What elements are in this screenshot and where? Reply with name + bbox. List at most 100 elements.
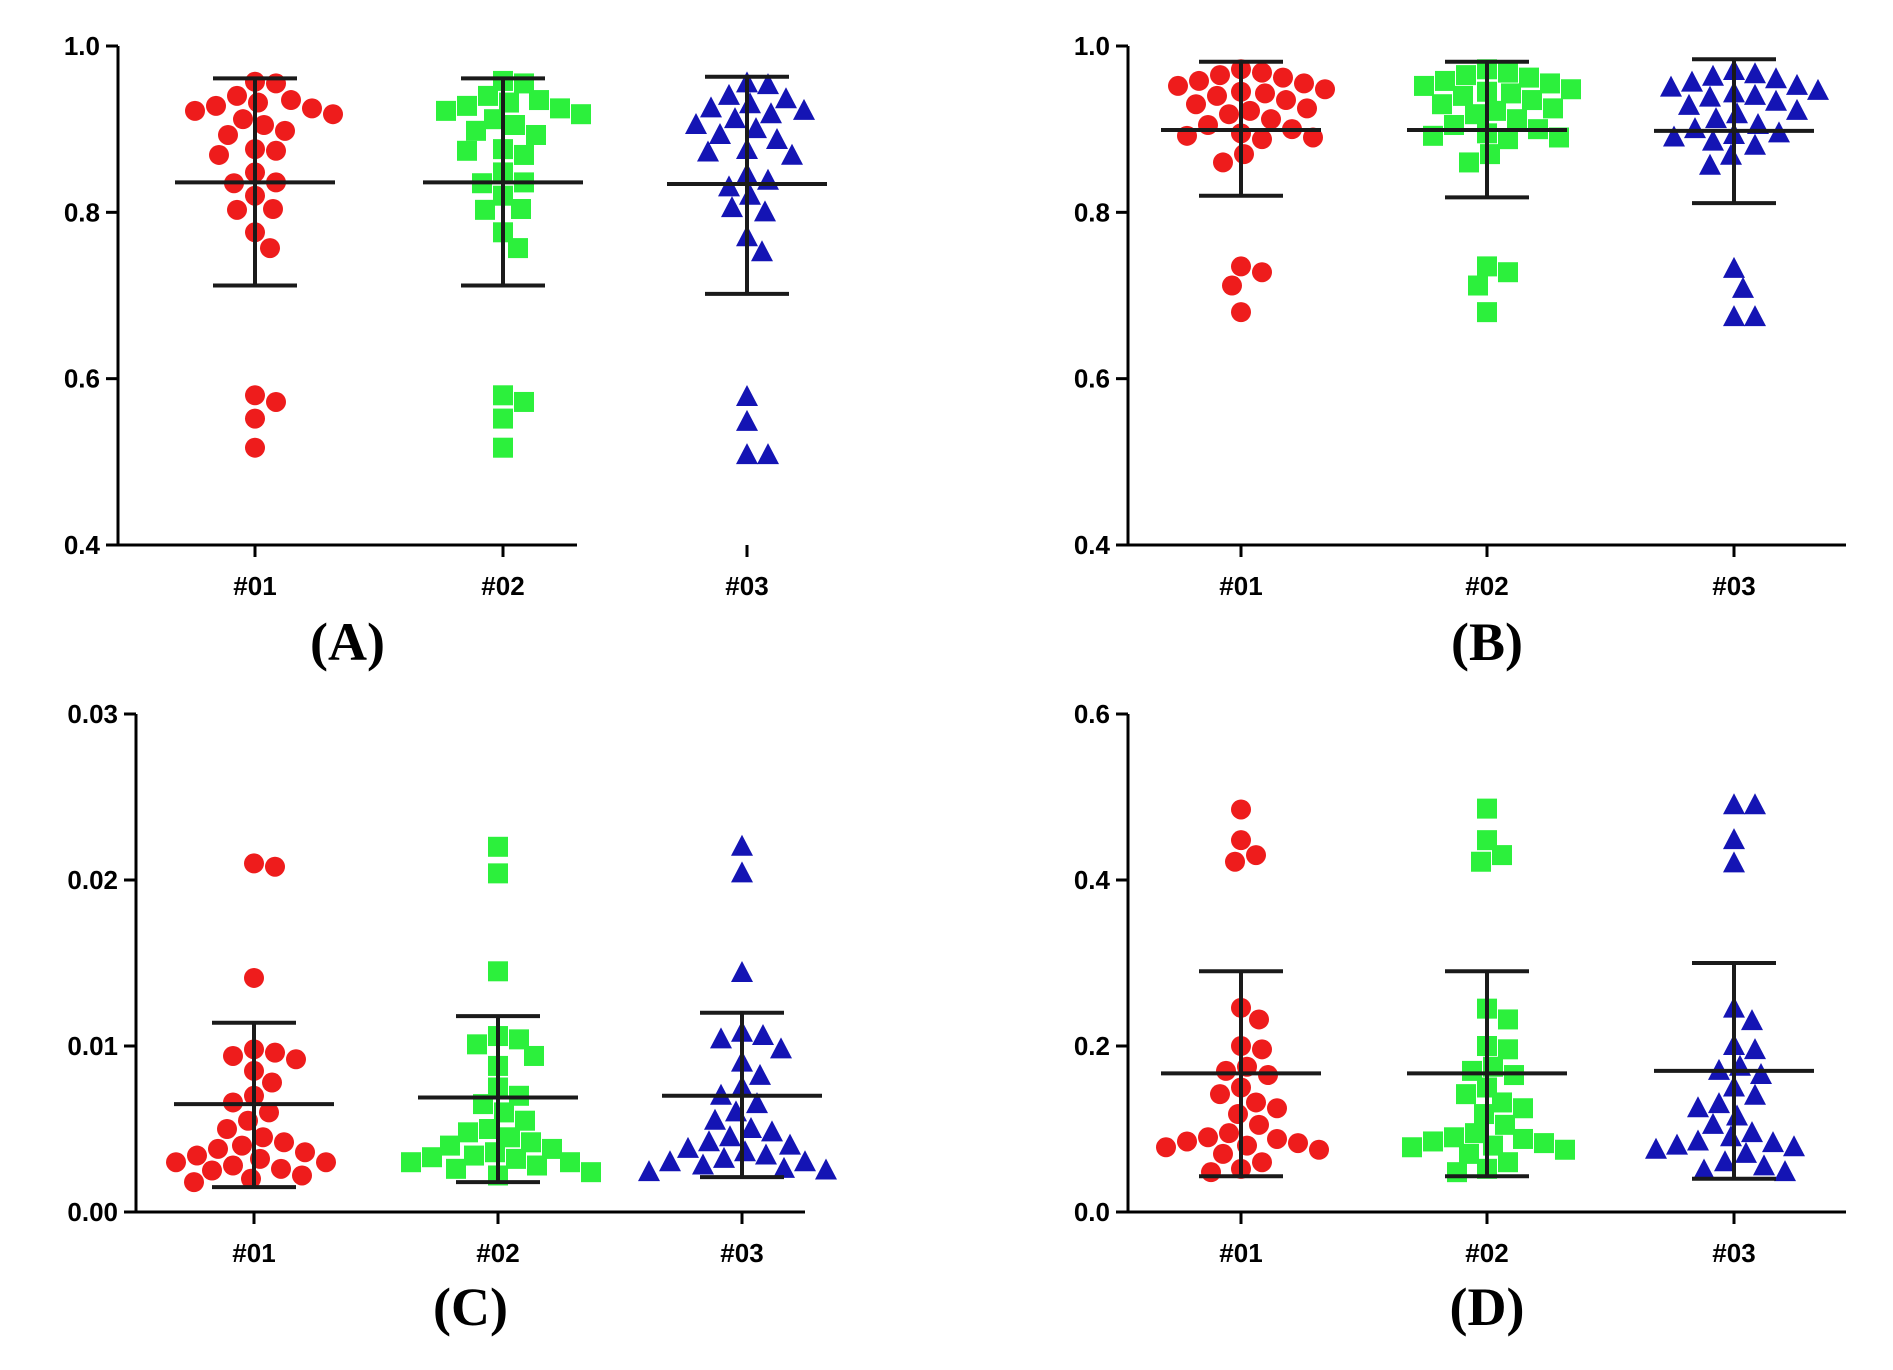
panel-label: (B) [1451, 612, 1523, 672]
data-point [815, 1158, 837, 1180]
data-point [493, 408, 513, 429]
data-point [1168, 75, 1188, 96]
data-point [484, 109, 504, 130]
data-point [1216, 1060, 1236, 1081]
x-tick-label: #01 [1219, 571, 1262, 601]
data-point [1498, 1152, 1518, 1173]
data-point [1732, 276, 1754, 298]
data-point [1234, 144, 1254, 165]
data-point [508, 238, 528, 259]
data-point [1498, 129, 1518, 150]
data-point [542, 1138, 562, 1159]
data-point [1456, 65, 1476, 86]
y-tick-label: 0.00 [67, 1197, 118, 1227]
data-point [260, 238, 280, 259]
data-point [1750, 1063, 1772, 1085]
data-point [1744, 83, 1766, 105]
data-point [1786, 98, 1808, 120]
data-point [710, 1027, 732, 1049]
data-point [488, 863, 508, 884]
data-point [731, 960, 753, 982]
data-point [1549, 127, 1569, 148]
data-point [187, 1145, 207, 1166]
data-point [1747, 113, 1769, 135]
data-point [1513, 1128, 1533, 1149]
data-point [506, 1148, 526, 1169]
data-point [202, 1160, 222, 1181]
data-point [638, 1160, 660, 1182]
x-tick-label: #01 [1219, 1238, 1262, 1268]
data-point [524, 1045, 544, 1066]
data-point [731, 861, 753, 883]
data-point [464, 1145, 484, 1166]
data-point [779, 1133, 801, 1155]
data-point [1231, 830, 1251, 851]
data-point [1156, 1137, 1176, 1158]
data-point [1465, 1123, 1485, 1144]
data-point [749, 1063, 771, 1085]
data-point [1471, 851, 1491, 872]
data-point [166, 1152, 186, 1173]
data-point [1540, 73, 1560, 94]
data-point [1744, 793, 1766, 815]
data-point [1522, 90, 1542, 111]
data-point [1708, 1092, 1730, 1114]
data-point [529, 90, 549, 111]
data-point [218, 124, 238, 145]
data-point [1702, 64, 1724, 86]
data-point [227, 199, 247, 220]
data-point [773, 1156, 795, 1178]
panel-c: 0.00 0.01 0.02 0.03 #01 #02 #03 (C) [67, 699, 837, 1337]
data-point [1687, 1096, 1709, 1118]
data-point [1477, 798, 1497, 819]
data-point [505, 115, 525, 136]
data-point [515, 1110, 535, 1131]
data-point [1513, 1098, 1533, 1119]
data-point [1660, 75, 1682, 97]
data-point [739, 92, 761, 114]
data-point [1177, 1131, 1197, 1152]
data-point [1297, 98, 1317, 119]
data-point [1555, 1139, 1575, 1160]
data-point [775, 87, 797, 109]
data-point [1741, 1009, 1763, 1031]
data-point [736, 409, 758, 431]
data-point [1294, 73, 1314, 94]
data-point [509, 1029, 529, 1050]
data-point [206, 95, 226, 116]
data-point [266, 140, 286, 161]
y-tick-label: 0.6 [1074, 699, 1110, 729]
data-point [253, 1127, 273, 1148]
data-point [1228, 1104, 1248, 1125]
data-point [274, 1132, 294, 1153]
data-point [731, 834, 753, 856]
data-point [1456, 1084, 1476, 1105]
x-tick-label: #02 [481, 571, 524, 601]
data-point [1414, 75, 1434, 96]
data-point [1303, 127, 1323, 148]
data-point [793, 98, 815, 120]
data-point [1222, 275, 1242, 296]
data-point [1741, 1121, 1763, 1143]
data-point [1267, 1128, 1287, 1149]
data-point [245, 437, 265, 458]
data-point [761, 1120, 783, 1142]
x-tick-label: #01 [232, 1238, 275, 1268]
data-point [1276, 90, 1296, 111]
data-point [527, 1155, 547, 1176]
data-point [734, 1140, 756, 1162]
data-point [1261, 109, 1281, 130]
data-point [262, 1072, 282, 1093]
data-point [422, 1147, 442, 1168]
data-point [1267, 1098, 1287, 1119]
data-point [511, 199, 531, 220]
data-point [478, 85, 498, 106]
data-point [1720, 143, 1742, 165]
data-point [1783, 1135, 1805, 1157]
data-point [1498, 1039, 1518, 1060]
y-tick-label: 1.0 [1074, 31, 1110, 61]
data-point [1744, 62, 1766, 84]
data-point [1462, 1060, 1482, 1081]
data-point [466, 120, 486, 141]
data-point [1432, 94, 1452, 115]
